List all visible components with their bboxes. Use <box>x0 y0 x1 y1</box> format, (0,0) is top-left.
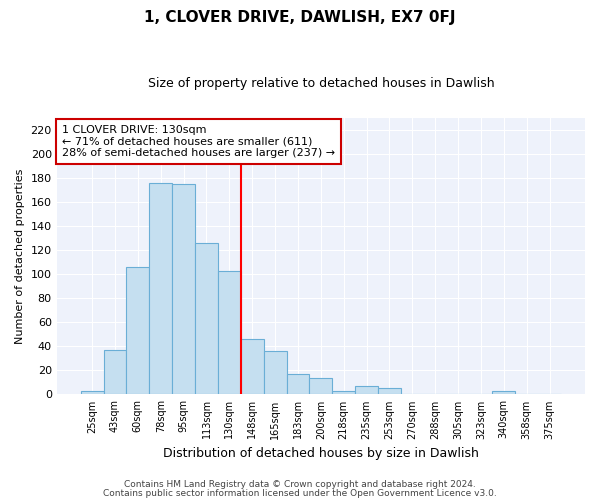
Bar <box>172 184 195 394</box>
Bar <box>355 386 378 394</box>
Bar <box>149 183 172 394</box>
Bar <box>378 388 401 394</box>
Bar <box>287 374 310 394</box>
Bar <box>263 351 287 395</box>
X-axis label: Distribution of detached houses by size in Dawlish: Distribution of detached houses by size … <box>163 447 479 460</box>
Bar <box>241 339 263 394</box>
Bar <box>104 350 127 395</box>
Text: 1 CLOVER DRIVE: 130sqm
← 71% of detached houses are smaller (611)
28% of semi-de: 1 CLOVER DRIVE: 130sqm ← 71% of detached… <box>62 125 335 158</box>
Bar <box>80 391 104 394</box>
Y-axis label: Number of detached properties: Number of detached properties <box>15 168 25 344</box>
Bar <box>493 391 515 394</box>
Bar <box>332 391 355 394</box>
Bar <box>195 243 218 394</box>
Title: Size of property relative to detached houses in Dawlish: Size of property relative to detached ho… <box>148 78 494 90</box>
Text: Contains public sector information licensed under the Open Government Licence v3: Contains public sector information licen… <box>103 489 497 498</box>
Bar <box>218 270 241 394</box>
Bar <box>310 378 332 394</box>
Text: 1, CLOVER DRIVE, DAWLISH, EX7 0FJ: 1, CLOVER DRIVE, DAWLISH, EX7 0FJ <box>144 10 456 25</box>
Bar <box>127 267 149 394</box>
Text: Contains HM Land Registry data © Crown copyright and database right 2024.: Contains HM Land Registry data © Crown c… <box>124 480 476 489</box>
